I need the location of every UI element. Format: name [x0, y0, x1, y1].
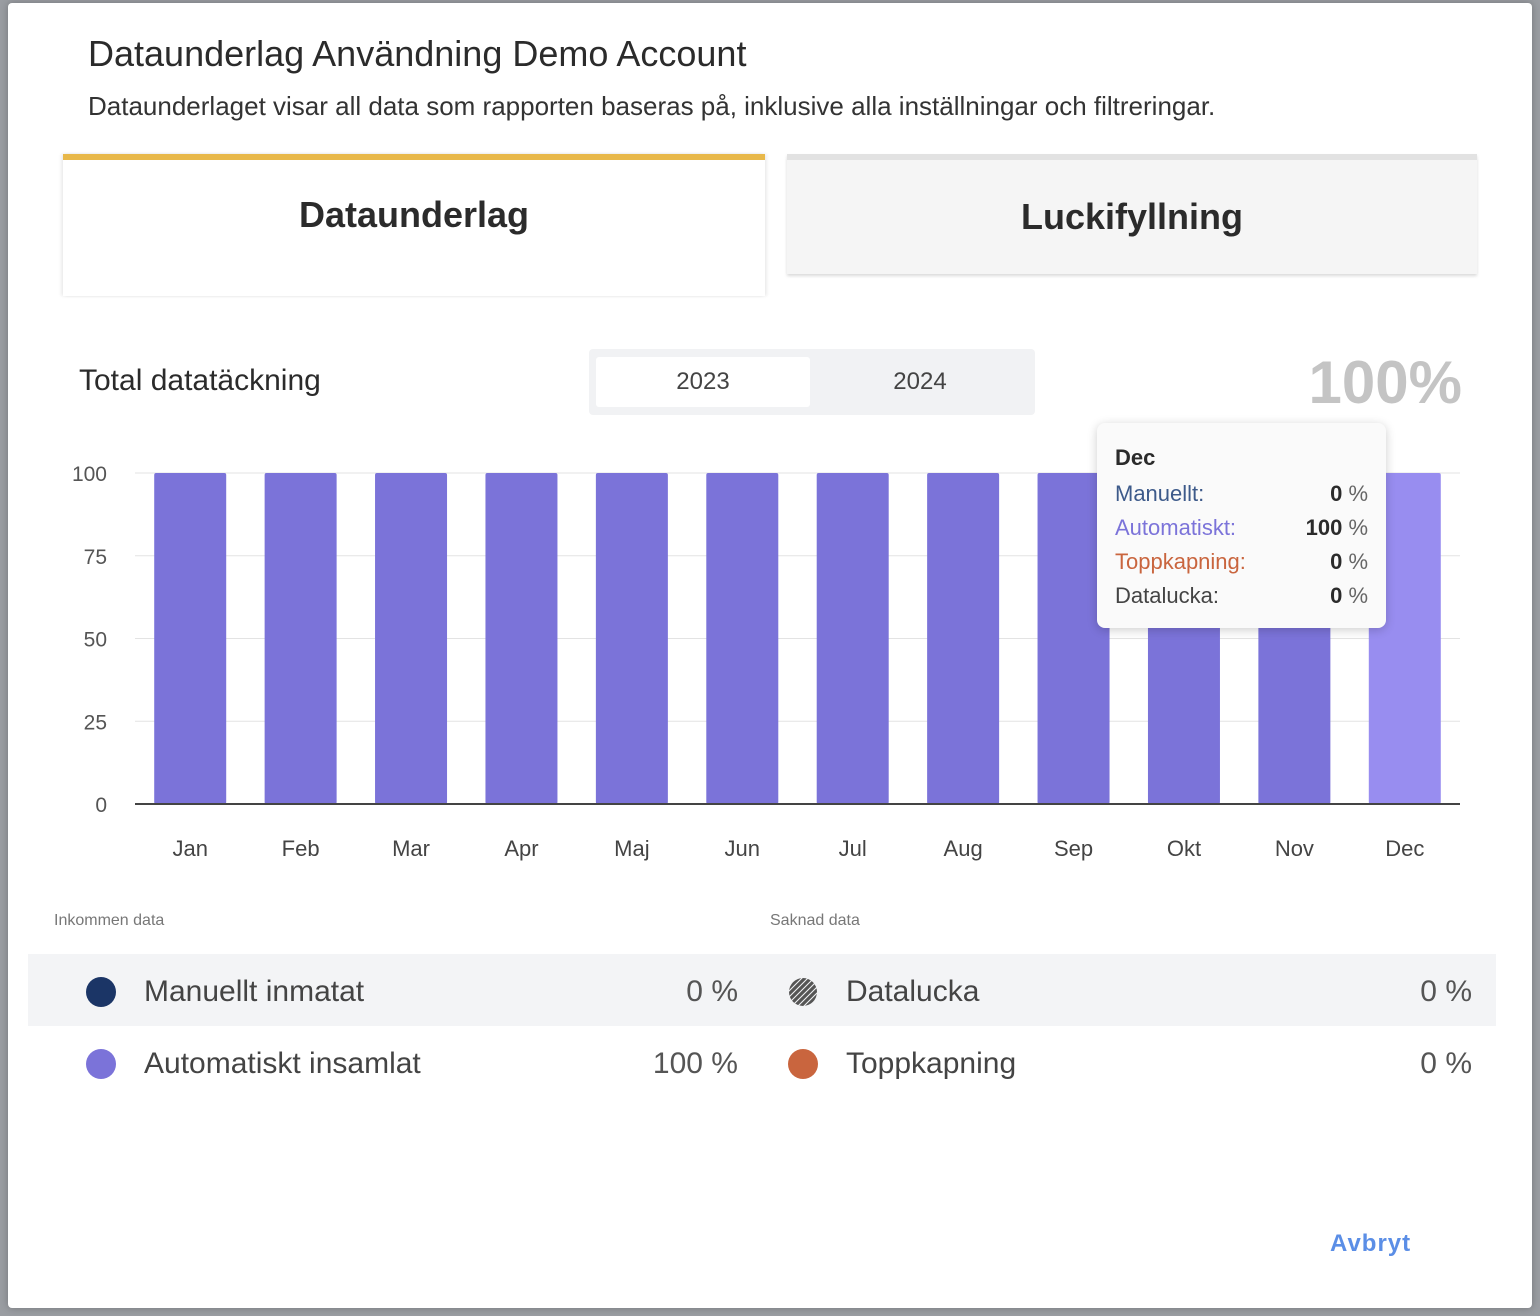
tooltip-row-manual: Manuellt: 0 %: [1115, 477, 1368, 511]
bar-mar: [375, 473, 448, 804]
bar-jul: [816, 473, 889, 804]
x-tick-label: Maj: [614, 836, 649, 861]
tooltip-value: 0: [1330, 549, 1343, 574]
tab-luckifyllning[interactable]: Luckifyllning: [787, 154, 1477, 274]
x-tick-label: Okt: [1167, 836, 1201, 861]
coverage-bar-chart: 0 25 50 75 100 Jan Feb Mar Apr Maj Jun Jul Aug Sep Okt…: [72, 463, 1460, 861]
tooltip-label: Manuellt:: [1115, 481, 1205, 506]
tooltip-label: Datalucka:: [1115, 583, 1219, 608]
tooltip-row-data-gap: Datalucka: 0 %: [1115, 579, 1368, 613]
bar-apr: [485, 473, 558, 804]
bar-jun: [706, 473, 779, 804]
x-tick-label: Sep: [1054, 836, 1093, 861]
coverage-label: Total datatäckning: [79, 364, 321, 397]
bar-sep: [1037, 473, 1110, 804]
legend-value-manual: 0 %: [686, 975, 738, 1008]
legend-value-data-gap: 0 %: [1420, 975, 1472, 1008]
tooltip-label: Toppkapning:: [1115, 549, 1246, 574]
y-tick-label: 100: [72, 463, 107, 486]
dialog-subtitle: Dataunderlaget visar all data som rappor…: [88, 91, 1216, 121]
legend-item-automatic: Automatiskt insamlat: [86, 1028, 421, 1100]
bar-feb: [264, 473, 337, 804]
bar-maj: [595, 473, 668, 804]
year-button-2024[interactable]: 2024: [893, 368, 947, 395]
y-tick-label: 50: [84, 629, 107, 652]
tooltip-label: Automatiskt:: [1115, 515, 1237, 540]
tooltip-title: Dec: [1115, 445, 1156, 470]
legend-value-automatic: 100 %: [652, 1047, 738, 1080]
legend-heading-incoming: Inkommen data: [54, 912, 165, 929]
tab-dataunderlag[interactable]: Dataunderlag: [63, 154, 765, 296]
x-tick-label: Jan: [172, 836, 207, 861]
legend-label: Datalucka: [846, 975, 980, 1008]
y-tick-label: 75: [84, 546, 107, 569]
legend-item-data-gap: Datalucka: [788, 956, 979, 1028]
year-button-2023[interactable]: 2023: [596, 357, 810, 407]
tooltip-unit: %: [1348, 515, 1368, 540]
tooltip-value: 0: [1330, 481, 1343, 506]
dot-icon: [86, 977, 116, 1007]
tooltip-unit: %: [1348, 549, 1368, 574]
tooltip-row-peak-shaving: Toppkapning: 0 %: [1115, 545, 1368, 579]
legend-item-peak-shaving: Toppkapning: [788, 1028, 1016, 1100]
bar-aug: [927, 473, 1000, 804]
dot-icon: [788, 1049, 818, 1079]
tooltip-unit: %: [1348, 481, 1368, 506]
x-tick-label: Apr: [504, 836, 538, 861]
x-tick-label: Jul: [839, 836, 867, 861]
tooltip-value: 100: [1305, 515, 1343, 540]
x-tick-label: Dec: [1385, 836, 1424, 861]
legend-heading-missing: Saknad data: [770, 912, 860, 929]
x-tick-label: Nov: [1275, 836, 1314, 861]
legend-row-band: [28, 954, 1496, 1026]
tooltip-unit: %: [1348, 583, 1368, 608]
y-tick-label: 25: [84, 711, 107, 734]
x-tick-label: Mar: [392, 836, 430, 861]
cancel-button[interactable]: Avbryt: [1330, 1230, 1412, 1257]
legend-value-peak-shaving: 0 %: [1420, 1047, 1472, 1080]
tooltip-row-automatic: Automatiskt: 100 %: [1115, 511, 1368, 545]
year-toggle: 2023 2024: [589, 349, 1035, 415]
dot-icon: [86, 1049, 116, 1079]
y-tick-label: 0: [95, 794, 107, 817]
x-tick-label: Feb: [282, 836, 320, 861]
legend-label: Toppkapning: [846, 1047, 1017, 1080]
hatched-dot-icon: [788, 977, 818, 1007]
bar-jan: [154, 473, 227, 804]
coverage-percentage: 100%: [1308, 349, 1462, 416]
x-tick-label: Aug: [944, 836, 983, 861]
dialog-title: Dataunderlag Användning Demo Account: [88, 33, 747, 74]
bar-dec: [1368, 473, 1441, 804]
tooltip-value: 0: [1330, 583, 1343, 608]
legend-label: Automatiskt insamlat: [144, 1047, 421, 1080]
x-tick-label: Jun: [725, 836, 760, 861]
legend-label: Manuellt inmatat: [144, 975, 365, 1008]
legend-item-manual: Manuellt inmatat: [86, 956, 364, 1028]
chart-tooltip: Dec Manuellt: 0 % Automatiskt: 100 % Top…: [1097, 423, 1386, 628]
